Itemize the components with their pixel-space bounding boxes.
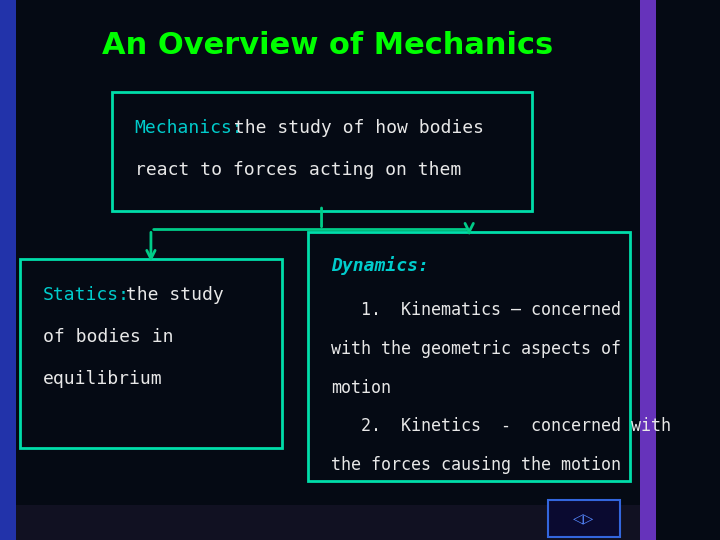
FancyBboxPatch shape [0,0,17,540]
Text: ◁▷: ◁▷ [573,511,595,525]
Text: the study of how bodies: the study of how bodies [223,119,484,137]
FancyBboxPatch shape [548,500,620,537]
Text: the forces causing the motion: the forces causing the motion [331,456,621,474]
Text: motion: motion [331,379,392,396]
FancyBboxPatch shape [640,0,656,540]
FancyBboxPatch shape [19,259,282,448]
Text: with the geometric aspects of: with the geometric aspects of [331,340,621,357]
FancyBboxPatch shape [308,232,630,481]
Text: 2.  Kinetics  -  concerned with: 2. Kinetics - concerned with [331,417,671,435]
Text: Mechanics:: Mechanics: [135,119,243,137]
Text: 1.  Kinematics – concerned: 1. Kinematics – concerned [331,301,621,319]
FancyBboxPatch shape [17,505,640,540]
Text: the study: the study [114,286,224,304]
Text: An Overview of Mechanics: An Overview of Mechanics [102,31,554,60]
FancyBboxPatch shape [112,92,531,211]
Text: Statics:: Statics: [42,286,130,304]
Text: Dynamics:: Dynamics: [331,256,429,275]
Text: of bodies in: of bodies in [42,328,173,346]
Text: equilibrium: equilibrium [42,370,162,388]
Text: react to forces acting on them: react to forces acting on them [135,161,461,179]
